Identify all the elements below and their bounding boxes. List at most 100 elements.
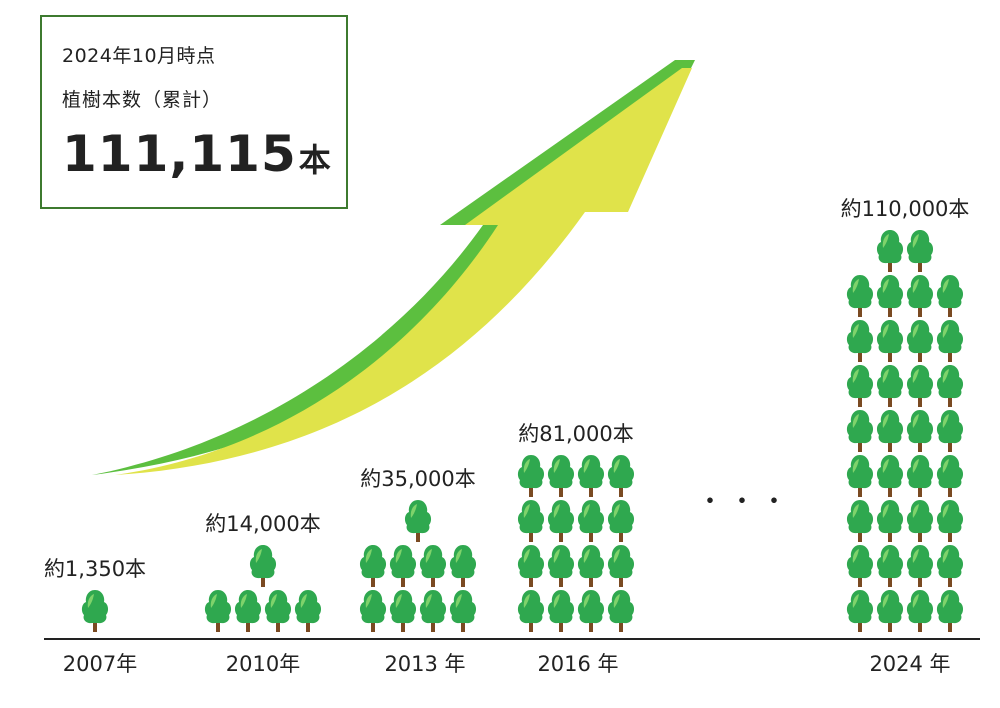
- tree-trunk: [261, 575, 265, 587]
- tree-icon: [876, 590, 904, 632]
- tree-highlight: [613, 504, 620, 518]
- tree-foliage: [204, 590, 232, 624]
- tree-trunk: [918, 485, 922, 497]
- tree-icon: [936, 455, 964, 497]
- tree-highlight: [852, 414, 859, 428]
- tree-trunk: [948, 350, 952, 362]
- tree-foliage: [404, 500, 432, 534]
- tree-trunk: [276, 620, 280, 632]
- tree-trunk: [918, 350, 922, 362]
- tree-icon: [936, 500, 964, 542]
- tree-trunk: [948, 620, 952, 632]
- tree-highlight: [882, 594, 889, 608]
- tree-highlight: [942, 324, 949, 338]
- tree-foliage: [577, 455, 605, 489]
- tree-icon: [876, 410, 904, 452]
- tree-foliage: [876, 455, 904, 489]
- tree-icon: [846, 455, 874, 497]
- tree-foliage: [846, 365, 874, 399]
- tree-trunk: [918, 530, 922, 542]
- summary-date: 2024年10月時点: [62, 45, 216, 67]
- tree-foliage: [547, 590, 575, 624]
- category-label: 2024 年: [869, 652, 950, 676]
- tree-icon: [577, 455, 605, 497]
- tree-foliage: [876, 275, 904, 309]
- summary-unit: 本: [298, 141, 331, 179]
- tree-highlight: [912, 234, 919, 248]
- tree-icon: [906, 500, 934, 542]
- tree-trunk: [948, 575, 952, 587]
- tree-trunk: [948, 395, 952, 407]
- tree-icon: [249, 545, 277, 587]
- tree-highlight: [365, 549, 372, 563]
- tree-trunk: [858, 305, 862, 317]
- tree-icon: [906, 275, 934, 317]
- tree-trunk: [858, 395, 862, 407]
- tree-trunk: [888, 530, 892, 542]
- tree-foliage: [876, 500, 904, 534]
- tree-trunk: [559, 620, 563, 632]
- tree-foliage: [906, 410, 934, 444]
- tree-icon: [876, 455, 904, 497]
- tree-highlight: [455, 549, 462, 563]
- tree-highlight: [912, 324, 919, 338]
- tree-foliage: [419, 590, 447, 624]
- tree-trunk: [918, 395, 922, 407]
- tree-foliage: [936, 320, 964, 354]
- tree-icon: [449, 545, 477, 587]
- tree-trunk: [619, 620, 623, 632]
- tree-icon: [936, 275, 964, 317]
- tree-trunk: [559, 575, 563, 587]
- tree-trunk: [461, 620, 465, 632]
- tree-trunk: [431, 575, 435, 587]
- tree-highlight: [882, 504, 889, 518]
- tree-trunk: [918, 260, 922, 272]
- tree-highlight: [942, 279, 949, 293]
- tree-icon: [906, 365, 934, 407]
- tree-foliage: [846, 410, 874, 444]
- tree-icon: [936, 320, 964, 362]
- growth-arrow-edge: [92, 60, 695, 475]
- tree-trunk: [559, 530, 563, 542]
- tree-trunk: [589, 620, 593, 632]
- tree-trunk: [858, 575, 862, 587]
- tree-trunk: [888, 260, 892, 272]
- tree-highlight: [942, 459, 949, 473]
- tree-icon: [517, 590, 545, 632]
- tree-highlight: [270, 594, 277, 608]
- tree-foliage: [249, 545, 277, 579]
- tree-trunk: [888, 350, 892, 362]
- tree-icon: [906, 545, 934, 587]
- tree-highlight: [852, 279, 859, 293]
- tree-trunk: [948, 440, 952, 452]
- tree-highlight: [523, 459, 530, 473]
- tree-highlight: [613, 594, 620, 608]
- tree-foliage: [936, 455, 964, 489]
- tree-icon: [876, 230, 904, 272]
- tree-icon: [294, 590, 322, 632]
- category-label: 2010年: [226, 652, 300, 676]
- tree-trunk: [93, 620, 97, 632]
- tree-highlight: [912, 594, 919, 608]
- tree-trunk: [888, 485, 892, 497]
- growth-arrow-body: [115, 68, 692, 475]
- tree-icon: [577, 545, 605, 587]
- tree-highlight: [365, 594, 372, 608]
- tree-trunk: [948, 485, 952, 497]
- tree-foliage: [906, 365, 934, 399]
- tree-foliage: [876, 545, 904, 579]
- tree-highlight: [300, 594, 307, 608]
- tree-highlight: [210, 594, 217, 608]
- tree-icon: [577, 500, 605, 542]
- tree-foliage: [517, 500, 545, 534]
- tree-icon: [906, 455, 934, 497]
- tree-trunk: [589, 530, 593, 542]
- tree-icon: [264, 590, 292, 632]
- tree-highlight: [942, 414, 949, 428]
- tree-foliage: [846, 545, 874, 579]
- tree-highlight: [852, 504, 859, 518]
- tree-trunk: [619, 530, 623, 542]
- summary-label: 植樹本数（累計）: [62, 89, 223, 111]
- tree-icon: [876, 545, 904, 587]
- tree-foliage: [359, 545, 387, 579]
